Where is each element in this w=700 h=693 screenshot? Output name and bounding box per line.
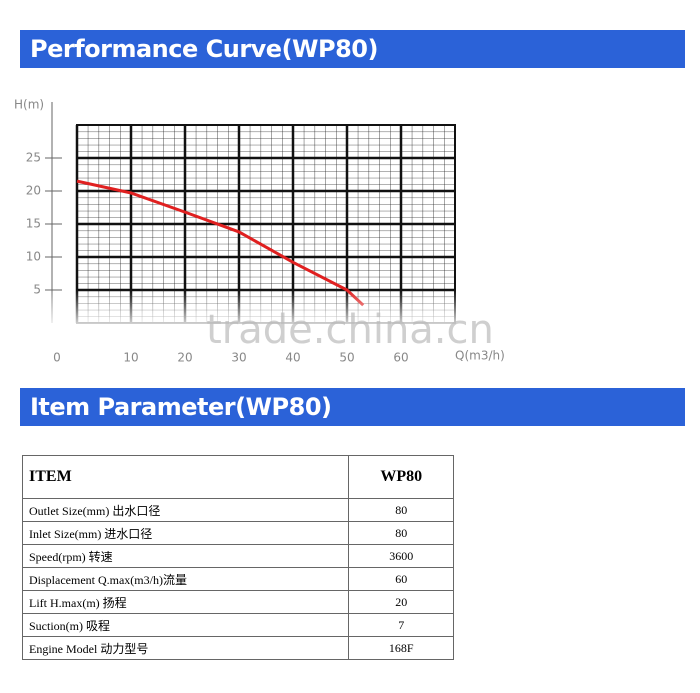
parameter-table: ITEM WP80 Outlet Size(mm) 出水口径 80 Inlet Size…: [21, 455, 454, 660]
y-tick-label: 10: [26, 250, 41, 264]
y-axis-label: H(m): [14, 98, 44, 112]
fade: [40, 290, 470, 330]
x-tick-label: 0: [53, 351, 61, 365]
section-banner: Item Parameter(WP80): [20, 388, 685, 426]
table-row: Engine Model 动力型号 168F: [21, 636, 454, 660]
watermark: trade.china.cn: [206, 307, 494, 353]
table-cell: Lift H.max(m) 扬程: [21, 590, 350, 614]
y-tick-label: 5: [33, 283, 41, 297]
x-tick-label: 10: [123, 351, 138, 365]
table-cell: Displacement Q.max(m3/h)流量: [21, 567, 350, 591]
table-row: Displacement Q.max(m3/h)流量 60: [21, 567, 454, 591]
table-cell: ITEM: [21, 455, 350, 499]
x-tick-label: 20: [177, 351, 192, 365]
table-row: Speed(rpm) 转速 3600: [21, 544, 454, 568]
x-tick-label: 60: [393, 351, 408, 365]
table-cell: 20: [348, 590, 454, 614]
section-banner: Performance Curve(WP80): [20, 30, 685, 68]
table-cell: 80: [348, 521, 454, 545]
y-tick-label: 15: [26, 217, 41, 231]
table-cell: WP80: [348, 455, 454, 499]
table-cell: 60: [348, 567, 454, 591]
table-cell: Outlet Size(mm) 出水口径: [21, 498, 350, 522]
x-axis-label: Q(m3/h): [455, 349, 505, 363]
table-cell: Speed(rpm) 转速: [21, 544, 350, 568]
table-cell: Suction(m) 吸程: [21, 613, 350, 637]
table-cell: 80: [348, 498, 454, 522]
table-row: Outlet Size(mm) 出水口径 80: [21, 498, 454, 522]
table-row: ITEM WP80: [21, 455, 454, 499]
y-tick-label: 20: [26, 184, 41, 198]
table-cell: 7: [348, 613, 454, 637]
y-tick-label: 25: [26, 151, 41, 165]
table-row: Inlet Size(mm) 进水口径 80: [21, 521, 454, 545]
chart: 5 10 15 20 25 0 10 20 30 40 50 60 H(m) Q(m3/h)trade.c…: [14, 98, 505, 365]
table-cell: 168F: [348, 636, 454, 660]
x-tick-label: 40: [285, 351, 300, 365]
table-cell: Engine Model 动力型号: [21, 636, 350, 660]
x-tick-label: 30: [231, 351, 246, 365]
table-cell: 3600: [348, 544, 454, 568]
table-row: Suction(m) 吸程 7: [21, 613, 454, 637]
table-cell: Inlet Size(mm) 进水口径: [21, 521, 350, 545]
table-row: Lift H.max(m) 扬程 20: [21, 590, 454, 614]
x-tick-label: 50: [339, 351, 354, 365]
